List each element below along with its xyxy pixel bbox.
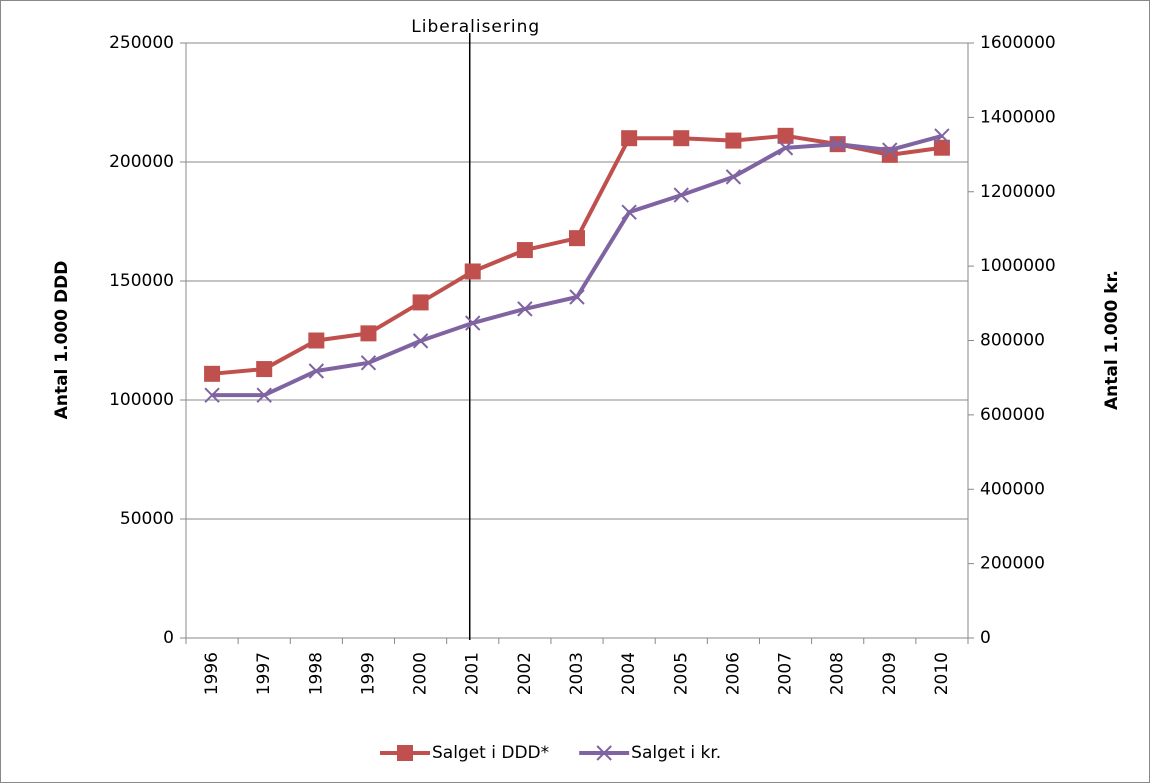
data-point bbox=[934, 128, 950, 144]
legend-marker bbox=[397, 745, 413, 761]
data-point bbox=[777, 140, 794, 156]
y-tick-label: 150000 bbox=[109, 271, 174, 291]
data-point bbox=[673, 187, 689, 203]
x-tick-label: 2008 bbox=[828, 652, 848, 695]
x-tick-label: 2004 bbox=[619, 652, 639, 695]
x-tick-label: 2001 bbox=[463, 652, 483, 695]
y-tick-label: 200000 bbox=[109, 152, 174, 172]
data-point bbox=[933, 139, 950, 156]
y2-tick-label: 1200000 bbox=[980, 182, 1056, 202]
data-point bbox=[725, 132, 742, 149]
x-tick-label: 2006 bbox=[723, 652, 743, 695]
x-tick-label: 2009 bbox=[880, 652, 900, 695]
data-point bbox=[412, 294, 429, 311]
data-point bbox=[517, 301, 533, 317]
data-point bbox=[621, 204, 637, 220]
data-point bbox=[360, 325, 377, 342]
y-tick-label: 50000 bbox=[120, 509, 174, 529]
data-point bbox=[308, 332, 325, 349]
y2-tick-label: 1600000 bbox=[980, 33, 1056, 53]
x-tick-label: 2010 bbox=[932, 652, 952, 695]
x-tick-label: 1998 bbox=[306, 652, 326, 695]
x-tick-label: 1999 bbox=[358, 652, 378, 695]
data-point bbox=[516, 242, 533, 259]
y-tick-label: 250000 bbox=[109, 33, 174, 53]
x-tick-label: 2000 bbox=[411, 652, 431, 695]
data-point bbox=[673, 130, 690, 147]
y2-axis-label: Antal 1.000 kr. bbox=[1102, 270, 1122, 410]
x-tick-label: 2003 bbox=[567, 652, 587, 695]
data-point bbox=[569, 289, 585, 305]
data-point bbox=[256, 361, 273, 378]
y2-tick-label: 1400000 bbox=[980, 107, 1056, 127]
data-point bbox=[465, 315, 481, 331]
y2-tick-label: 600000 bbox=[980, 405, 1045, 425]
data-point bbox=[204, 365, 221, 382]
data-point bbox=[256, 387, 272, 403]
data-point bbox=[360, 355, 377, 371]
x-tick-label: 2005 bbox=[671, 652, 691, 695]
x-tick-label: 1997 bbox=[254, 652, 274, 695]
annotation-text: Liberalisering bbox=[411, 17, 540, 37]
data-point bbox=[777, 127, 794, 144]
data-point bbox=[829, 136, 846, 152]
y-axis-label: Antal 1.000 DDD bbox=[52, 261, 72, 420]
legend-marker bbox=[596, 745, 612, 761]
data-point bbox=[464, 263, 481, 280]
x-tick-label: 2007 bbox=[776, 652, 796, 695]
x-tick-label: 2002 bbox=[515, 652, 535, 695]
y2-tick-label: 200000 bbox=[980, 554, 1045, 574]
y2-tick-label: 800000 bbox=[980, 331, 1045, 351]
x-tick-label: 1996 bbox=[202, 652, 222, 695]
data-point bbox=[882, 142, 898, 158]
data-point bbox=[621, 130, 638, 147]
legend-label: Salget i kr. bbox=[631, 743, 721, 763]
legend-label: Salget i DDD* bbox=[432, 743, 549, 763]
data-point bbox=[308, 363, 325, 379]
y2-tick-label: 1000000 bbox=[980, 256, 1056, 276]
data-point bbox=[569, 230, 585, 247]
data-point bbox=[204, 387, 220, 403]
y2-tick-label: 0 bbox=[980, 628, 991, 648]
y-tick-label: 0 bbox=[163, 628, 174, 648]
data-point bbox=[412, 333, 429, 349]
y2-tick-label: 400000 bbox=[980, 479, 1045, 499]
y-tick-label: 100000 bbox=[109, 390, 174, 410]
data-point bbox=[725, 169, 742, 185]
